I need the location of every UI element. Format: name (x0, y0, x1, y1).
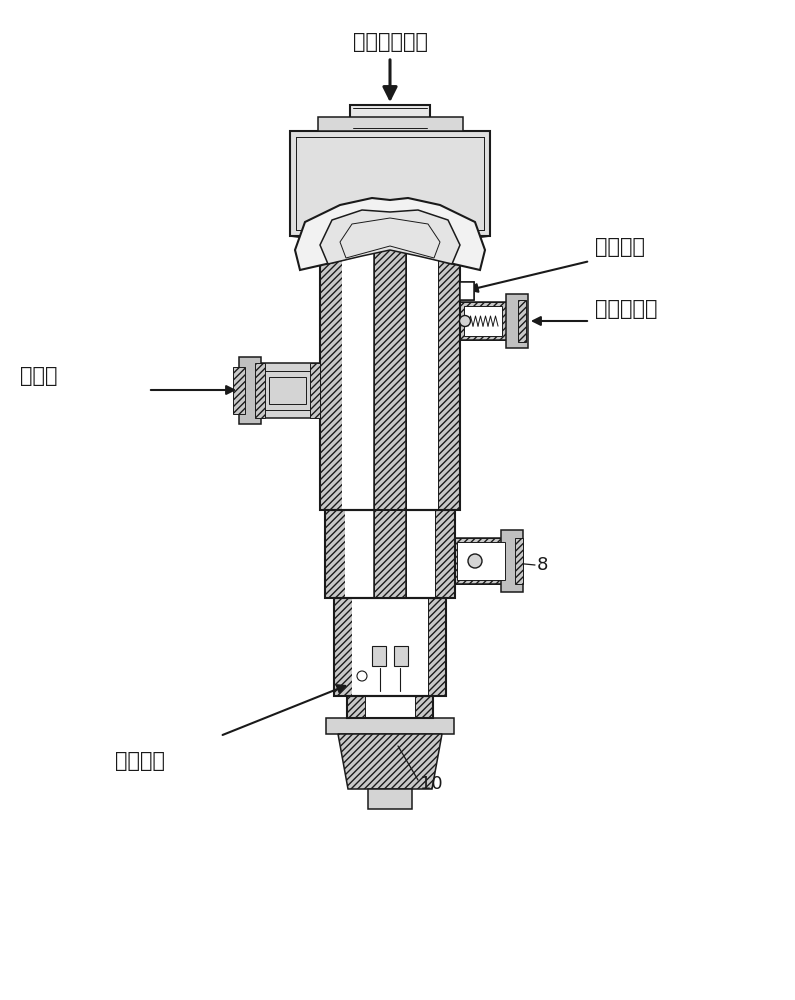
Text: 8: 8 (537, 556, 549, 574)
Bar (460, 282, 474, 300)
Bar (460, 302, 510, 340)
Polygon shape (295, 198, 485, 270)
Text: 启动管接口: 启动管接口 (595, 299, 657, 319)
Circle shape (460, 316, 471, 326)
Text: 10: 10 (420, 775, 443, 793)
Bar (435, 510, 455, 598)
Bar (350, 105, 430, 131)
Text: 启动装置接口: 启动装置接口 (352, 32, 428, 52)
Polygon shape (320, 210, 460, 264)
Polygon shape (338, 734, 442, 789)
Bar (263, 370, 312, 410)
Bar (310, 362, 320, 418)
Bar (334, 598, 446, 696)
Bar (269, 376, 306, 403)
Bar (501, 530, 523, 592)
Bar (326, 718, 454, 734)
Bar (325, 510, 345, 598)
Bar (347, 696, 365, 718)
Bar (374, 240, 406, 510)
Bar (394, 646, 408, 666)
Bar (233, 366, 245, 414)
Bar (345, 510, 435, 598)
Bar (506, 294, 528, 348)
Bar (374, 240, 406, 510)
Bar (325, 510, 455, 598)
Bar (352, 598, 428, 696)
Bar (415, 696, 433, 718)
Bar (455, 538, 509, 584)
Bar (374, 510, 406, 598)
Circle shape (468, 554, 482, 568)
Bar (406, 240, 438, 510)
Bar (457, 542, 505, 580)
Bar (372, 646, 386, 666)
Bar (255, 362, 265, 418)
Bar (255, 362, 320, 418)
Bar (368, 789, 412, 809)
Bar (374, 510, 406, 598)
Bar (290, 131, 490, 236)
Bar (320, 240, 342, 510)
Bar (428, 598, 446, 696)
Circle shape (357, 671, 367, 681)
Bar (515, 538, 523, 584)
Text: 充气口: 充气口 (20, 366, 57, 386)
Bar (518, 300, 526, 342)
Bar (438, 240, 460, 510)
Bar (460, 302, 510, 340)
Bar (342, 240, 374, 510)
Bar (455, 538, 509, 584)
Bar (239, 357, 261, 424)
Bar (347, 696, 433, 718)
Bar (317, 117, 463, 131)
Bar (464, 306, 502, 336)
Text: 容器接口: 容器接口 (115, 751, 165, 771)
Bar (334, 598, 352, 696)
Text: 气路通道: 气路通道 (595, 237, 645, 257)
Bar (320, 240, 460, 510)
